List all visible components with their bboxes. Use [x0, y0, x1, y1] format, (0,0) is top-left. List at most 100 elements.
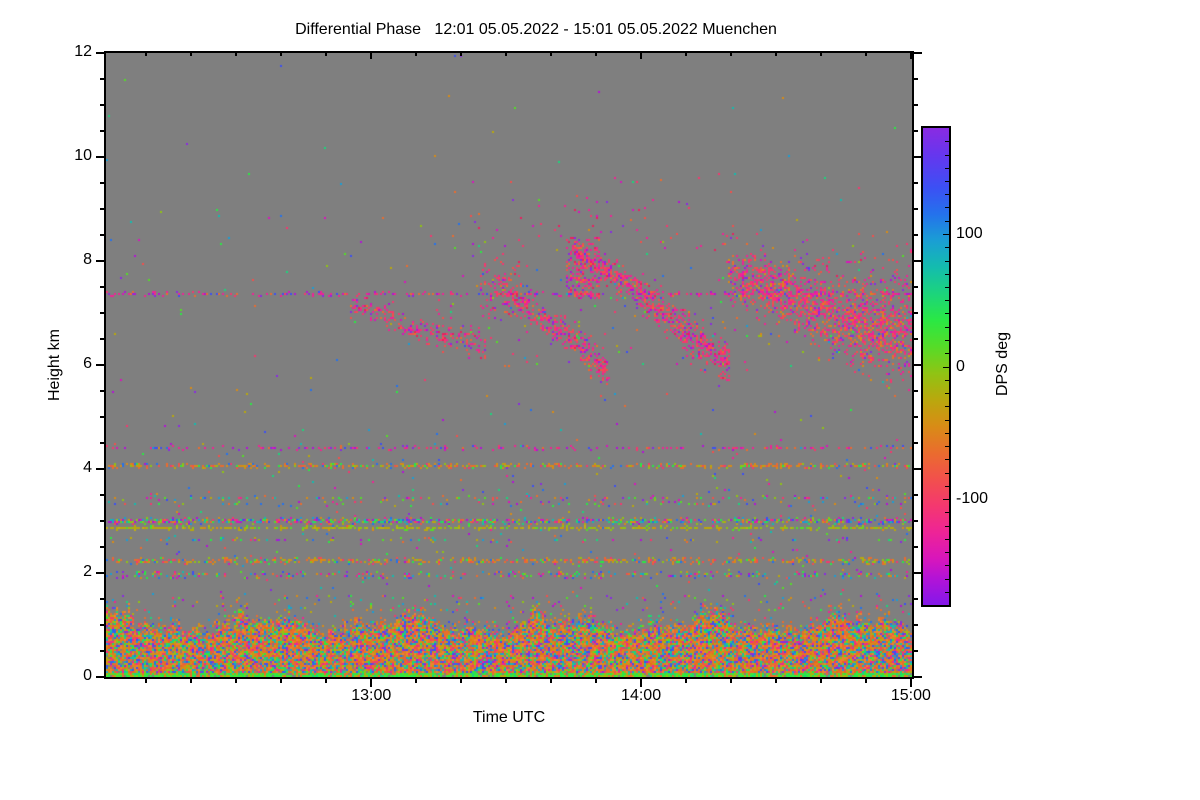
y-axis-tick — [100, 520, 104, 522]
y-axis-tick — [96, 156, 104, 158]
y-axis-tick — [96, 572, 104, 574]
x-axis-tick — [370, 679, 373, 687]
colorbar-tick — [945, 353, 949, 354]
y-axis-tick — [100, 208, 104, 210]
y-axis-tick — [96, 468, 104, 470]
y-axis-tick — [100, 390, 104, 392]
colorbar-tick-label: 100 — [956, 225, 983, 242]
x-axis-tick — [145, 679, 148, 683]
x-axis-tick-top — [550, 53, 553, 56]
y-axis-tick — [100, 78, 104, 80]
y-axis-tick-right — [914, 78, 918, 80]
colorbar-tick — [945, 473, 949, 474]
colorbar-tick — [945, 340, 949, 341]
y-axis-tick — [100, 286, 104, 288]
x-axis-tick-top — [145, 53, 148, 56]
y-axis-tick — [100, 598, 104, 600]
y-axis-tick-label: 4 — [83, 459, 92, 476]
colorbar-tick — [945, 287, 949, 288]
colorbar-tick — [945, 194, 949, 195]
x-axis-tick — [505, 679, 508, 683]
colorbar-tick — [945, 207, 949, 208]
y-axis-tick-label: 2 — [83, 563, 92, 580]
y-axis-tick-right — [914, 624, 918, 626]
colorbar-tick — [945, 526, 949, 527]
colorbar-tick — [943, 367, 949, 368]
x-axis-tick-top — [685, 53, 688, 56]
x-axis-tick — [640, 679, 643, 687]
y-axis-tick-right — [914, 676, 922, 678]
y-axis-tick-right — [914, 546, 918, 548]
x-axis-tick — [819, 679, 822, 683]
y-axis-tick — [100, 546, 104, 548]
x-axis-tick-label: 13:00 — [351, 687, 392, 704]
y-axis-tick — [100, 312, 104, 314]
x-axis-tick — [280, 679, 283, 683]
colorbar-tick — [945, 327, 949, 328]
x-axis-tick — [235, 679, 238, 683]
y-axis-tick — [96, 52, 104, 54]
y-axis-tick-right — [914, 390, 918, 392]
x-axis-tick-top — [640, 53, 643, 59]
x-axis-tick — [415, 679, 418, 683]
colorbar-tick — [945, 261, 949, 262]
y-axis-tick — [100, 234, 104, 236]
x-axis-tick-label: 14:00 — [621, 687, 662, 704]
colorbar-tick-label: 0 — [956, 357, 965, 375]
heatmap-canvas — [106, 53, 912, 677]
y-axis-tick-right — [914, 52, 922, 54]
y-axis-tick-right — [914, 650, 918, 652]
x-axis-tick — [730, 679, 733, 683]
y-axis-tick — [100, 442, 104, 444]
x-axis-tick-top — [819, 53, 822, 56]
x-axis-tick — [325, 679, 328, 683]
colorbar-tick — [945, 181, 949, 182]
x-axis-tick — [909, 679, 912, 687]
colorbar-tick — [945, 141, 949, 142]
colorbar-tick — [945, 406, 949, 407]
y-axis-tick-right — [914, 104, 918, 106]
y-axis-tick — [100, 338, 104, 340]
x-axis-tick-top — [460, 53, 463, 56]
y-axis-tick-right — [914, 286, 918, 288]
y-axis-tick-right — [914, 520, 918, 522]
x-axis-tick — [685, 679, 688, 683]
y-axis-tick-right — [914, 130, 918, 132]
colorbar-tick — [945, 512, 949, 513]
x-axis-tick — [460, 679, 463, 683]
x-axis-tick — [864, 679, 867, 683]
colorbar — [921, 126, 951, 607]
y-axis-tick-right — [914, 416, 918, 418]
y-axis-tick-right — [914, 156, 922, 158]
x-axis-tick-top — [280, 53, 283, 56]
y-axis-tick-right — [914, 208, 918, 210]
x-axis-tick — [550, 679, 553, 683]
x-axis-tick — [775, 679, 777, 683]
y-axis-tick-label: 6 — [83, 355, 92, 372]
x-axis-label: Time UTC — [472, 709, 546, 726]
y-axis-tick-right — [914, 260, 922, 262]
y-axis-tick — [100, 494, 104, 496]
colorbar-tick — [945, 592, 949, 593]
y-axis-tick-right — [914, 468, 922, 470]
colorbar-tick — [945, 168, 949, 169]
y-axis-tick-right — [914, 598, 918, 600]
x-axis-tick-top — [415, 53, 418, 56]
colorbar-tick — [945, 155, 949, 156]
x-axis-tick — [595, 679, 598, 683]
y-axis-tick — [100, 182, 104, 184]
x-axis-tick-top — [505, 53, 508, 56]
x-axis-tick-top — [190, 53, 193, 56]
y-axis-tick — [100, 416, 104, 418]
x-axis-tick — [190, 679, 193, 683]
colorbar-gradient — [923, 128, 949, 605]
y-axis-tick-right — [914, 312, 918, 314]
y-axis-tick — [96, 676, 104, 678]
colorbar-tick — [945, 459, 949, 460]
x-axis-tick-top — [235, 53, 238, 56]
y-axis-tick-right — [914, 234, 918, 236]
x-axis-tick-top — [909, 53, 912, 59]
y-axis-tick-label: 0 — [83, 667, 92, 684]
x-axis-tick-top — [864, 53, 867, 56]
